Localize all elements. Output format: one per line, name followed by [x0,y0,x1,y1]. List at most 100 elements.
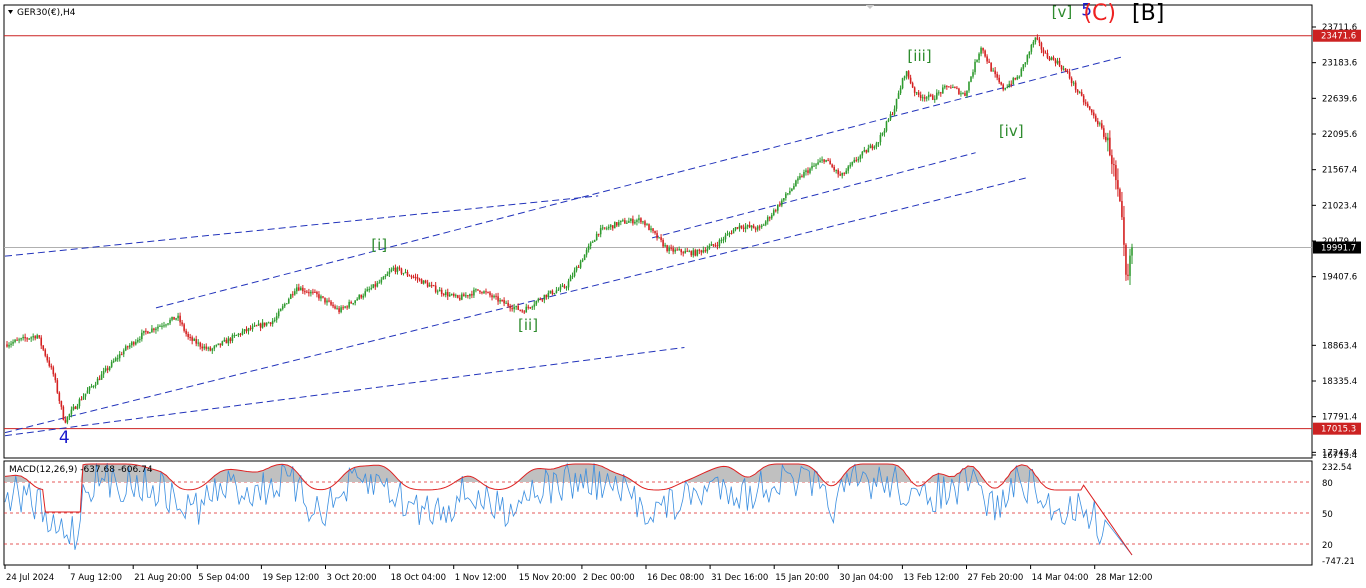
scroll-marker-icon[interactable] [866,5,874,9]
candle [128,343,131,350]
candle [82,393,85,400]
candle [887,118,890,123]
candle [899,85,902,95]
trendline-4[interactable] [651,152,976,239]
candle [269,322,272,327]
candle [197,339,199,347]
candle [96,376,99,385]
price-tag [1313,422,1361,435]
candle [903,75,906,81]
candle [120,351,123,356]
candle [1012,76,1015,85]
candle [436,289,439,295]
candle [94,381,97,389]
candle [553,292,556,295]
candle [342,305,344,311]
wave-label: [iv] [999,122,1024,140]
candle [722,236,725,244]
candle [459,294,461,301]
candle [430,281,433,288]
candle [555,286,558,294]
candle [535,300,538,306]
candle [696,249,699,257]
candle [746,224,749,230]
candle [748,221,751,229]
macd-axis-label: -747.21 [1322,557,1355,567]
candle [179,312,181,326]
candle [40,335,43,349]
candle [859,154,862,163]
candle [304,288,306,295]
candle [708,243,711,250]
candle [678,246,680,251]
candle [217,343,220,346]
candle [147,330,149,334]
dropdown-triangle-icon[interactable] [8,10,13,14]
trendline-0[interactable] [4,195,599,257]
candle [151,325,153,333]
candle [163,321,165,328]
candle [412,274,415,279]
candle [913,86,916,97]
candle [803,169,805,179]
candle [684,248,687,254]
candle [795,179,797,187]
candle [1111,149,1113,174]
candle [32,333,34,341]
candle [126,345,129,350]
candle [974,59,976,75]
candle [1072,80,1075,86]
wave-label: [ii] [518,316,538,334]
candle [919,91,922,101]
candle [871,143,874,151]
trendline-3[interactable] [4,346,685,437]
candle [289,293,292,300]
candle [271,318,274,327]
candle [620,220,622,226]
candle [1121,191,1123,220]
candle [565,285,568,291]
candle [587,243,590,253]
candle [682,250,685,257]
candle [159,324,161,327]
candle [285,303,288,305]
candle [171,316,173,322]
candle [6,341,8,348]
candle [201,343,204,352]
candle [511,304,513,312]
candle [897,90,900,99]
candle [599,224,602,238]
wave-label: (C) [1083,1,1116,26]
wave-labels: [i] [ii] [iii] [iv] [v] 4 5(C) [B] [59,1,1164,448]
candle [1096,117,1099,127]
price-axis-label: 19407.6 [1322,273,1357,283]
trendline-1[interactable] [155,56,1122,309]
candle [948,86,950,88]
candle [676,247,678,251]
time-axis-label: 1 Nov 12:00 [455,573,507,583]
candle [322,296,324,299]
candle [499,297,501,304]
candle [626,220,628,224]
candle [595,231,598,241]
candle [66,416,69,425]
candle [811,162,813,171]
candle [135,339,137,346]
candle [911,81,914,89]
candle [56,378,59,394]
candle [382,275,385,280]
time-axis-label: 5 Sep 04:00 [198,573,249,583]
candle [1074,80,1077,93]
candle [557,287,560,291]
candle [909,74,912,85]
candle [386,271,389,277]
candle [807,167,809,176]
candle [100,371,103,380]
candle [732,227,735,234]
candle [813,162,815,167]
candle [652,228,654,234]
candle [404,268,407,274]
candle [672,245,674,255]
candle [1006,84,1009,89]
time-axis-label: 15 Jan 20:00 [775,573,829,583]
